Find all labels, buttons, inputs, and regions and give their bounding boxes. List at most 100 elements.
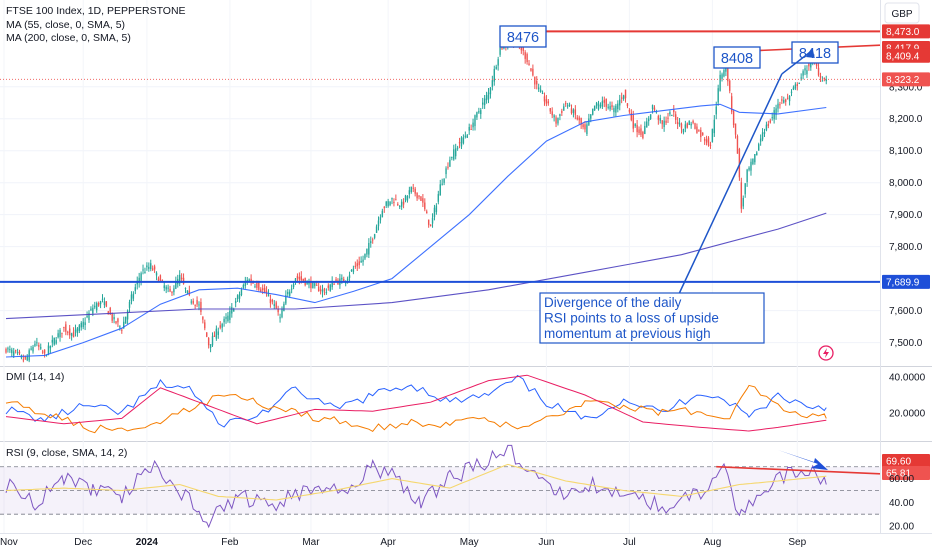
candle-up [78, 325, 81, 331]
candle-down [412, 187, 414, 189]
candle-down [676, 121, 679, 125]
candle-up [777, 103, 779, 109]
candle-down [686, 123, 688, 128]
candle-up [289, 291, 291, 296]
candle-up [719, 74, 721, 91]
candle-up [480, 110, 482, 115]
candle-down [317, 286, 320, 292]
candle-down [252, 282, 254, 284]
candle-up [379, 217, 382, 221]
candle-up [306, 281, 308, 285]
candle-up [132, 293, 135, 299]
candle-down [565, 103, 567, 105]
candle-down [277, 308, 279, 313]
candle-up [331, 281, 333, 288]
candle-down [696, 126, 698, 133]
candle-up [592, 108, 594, 115]
trend-arrow-line [677, 73, 783, 297]
rsi-panel: RSI (9, close, SMA, 14, 2) 69.6065.8160.0… [0, 444, 930, 533]
candle-down [121, 329, 123, 331]
candle-up [617, 103, 619, 110]
candle-down [296, 275, 299, 279]
candle-down [200, 301, 202, 312]
candle-down [427, 219, 430, 225]
candle-up [221, 324, 223, 328]
candle-up [184, 287, 187, 289]
candle-up [279, 317, 281, 319]
peak-sep-label: 8418 [799, 46, 831, 62]
candle-up [758, 144, 760, 151]
candle-up [373, 234, 376, 238]
candle-down [470, 129, 472, 131]
divergence-note-box [539, 292, 765, 344]
candle-down [640, 128, 642, 135]
trend-arrow-line [781, 49, 814, 75]
candle-down [730, 96, 733, 112]
candle-down [188, 290, 191, 295]
candle-up [94, 305, 96, 308]
moving-averages [5, 103, 827, 358]
candle-up [485, 95, 488, 101]
candle-down [41, 351, 44, 353]
candle-up [682, 129, 685, 133]
candle-down [196, 300, 198, 305]
candle-down [603, 99, 605, 103]
candle-up [209, 344, 212, 348]
candle-down [561, 110, 563, 113]
candle-up [377, 220, 380, 227]
candle-down [630, 112, 633, 121]
candle-down [298, 276, 301, 280]
candle-down [418, 195, 420, 197]
candle-up [798, 82, 800, 84]
currency-button [884, 2, 920, 24]
candle-up [763, 132, 766, 134]
rsi-tick-label: 60.00 [889, 474, 914, 485]
time-tick-label: Apr [380, 537, 396, 548]
candle-up [431, 217, 434, 224]
candle-up [329, 284, 331, 291]
rsi-ma-line [5, 463, 827, 501]
candle-down [736, 135, 739, 154]
candle-down [109, 307, 111, 315]
candle-up [663, 120, 665, 127]
candle-up [497, 59, 499, 66]
candle-up [572, 109, 575, 113]
candle-up [597, 103, 600, 110]
grid [0, 0, 932, 534]
candle-down [543, 96, 546, 102]
candle-down [703, 139, 706, 141]
candle-down [14, 350, 17, 352]
candle-up [155, 272, 158, 276]
candle-up [385, 201, 387, 206]
candle-down [157, 278, 160, 283]
time-tick-label: Nov [0, 537, 18, 548]
candle-down [700, 129, 702, 138]
candle-up [537, 87, 540, 90]
candle-up [404, 195, 407, 201]
candle-up [495, 66, 497, 69]
candle-up [254, 286, 256, 288]
candle-up [244, 281, 247, 286]
candle-up [281, 309, 283, 318]
candle-up [792, 87, 795, 90]
candle-up [32, 346, 34, 352]
candle-down [180, 277, 183, 279]
candle-down [323, 288, 326, 291]
candle-up [229, 310, 231, 320]
candle-up [124, 316, 127, 324]
candle-down [530, 68, 532, 71]
candle-down [111, 313, 113, 321]
candle-down [545, 99, 548, 104]
candle-down [271, 300, 274, 302]
candle-up [655, 111, 658, 113]
candle-down [732, 111, 735, 125]
candle-up [49, 346, 52, 349]
candle-down [426, 211, 428, 214]
candle-up [134, 287, 137, 291]
candle-up [341, 277, 343, 280]
dmi-tick-label: 20.0000 [889, 409, 926, 420]
candle-up [593, 105, 596, 111]
peak-aug-box [713, 46, 761, 69]
candle-up [754, 154, 756, 163]
